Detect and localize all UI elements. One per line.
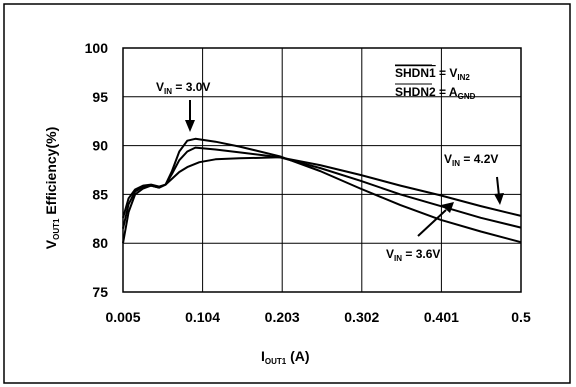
x-tick-label: 0.401 — [424, 309, 459, 325]
series-line-1 — [122, 137, 522, 244]
y-tick-label: 75 — [92, 284, 108, 300]
vin-4v2-arrow — [496, 176, 500, 197]
vin-4v2-label: VIN = 4.2V — [444, 152, 498, 168]
vin-3v6-arrow — [417, 209, 447, 237]
series-lines — [122, 137, 522, 244]
y-tick-labels: 75 80 85 90 95 100 — [85, 40, 109, 300]
plot-frame — [122, 47, 522, 293]
vin-3v0-arrowhead — [185, 120, 195, 132]
shdn1-note: SHDN1 = VIN2 — [395, 66, 470, 82]
x-tick-label: 0.302 — [344, 309, 379, 325]
x-tick-label: 0.5 — [511, 309, 531, 325]
grid — [123, 48, 521, 292]
y-tick-label: 85 — [92, 186, 108, 202]
x-tick-labels: 0.005 0.104 0.203 0.302 0.401 0.5 — [105, 309, 530, 325]
vin-3v6-arrowhead — [441, 202, 454, 213]
y-tick-label: 90 — [92, 138, 108, 154]
y-tick-label: 80 — [92, 235, 108, 251]
vin-3v6-label: VIN = 3.6V — [386, 247, 440, 263]
shdn2-note: SHDN2 = AGND — [395, 85, 476, 101]
y-axis-label: VOUT1 Efficiency(%) — [43, 127, 61, 250]
y-tick-label: 95 — [92, 89, 108, 105]
series-line-3 — [122, 156, 522, 219]
figure-border — [3, 3, 571, 384]
x-axis-label: IOUT1 (A) — [261, 348, 310, 366]
vin-3v0-label: VIN = 3.0V — [156, 80, 210, 96]
y-tick-label: 100 — [85, 40, 109, 56]
vin-4v2-arrowhead — [494, 193, 504, 205]
x-tick-label: 0.005 — [105, 309, 140, 325]
x-tick-label: 0.104 — [185, 309, 220, 325]
x-tick-label: 0.203 — [265, 309, 300, 325]
